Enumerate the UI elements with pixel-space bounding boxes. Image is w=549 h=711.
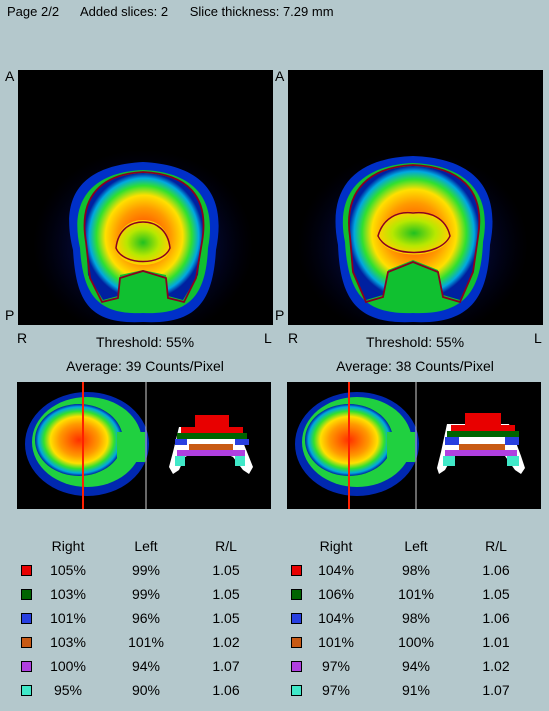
cell-right-value: 103%	[50, 586, 86, 602]
table-row: 101% 100% 1.01	[270, 634, 549, 658]
table-row: 105% 99% 1.05	[0, 562, 270, 586]
region-map-thumbnail	[169, 415, 253, 474]
column-header-right: Right	[319, 538, 353, 554]
cell-rl-ratio: 1.05	[212, 586, 240, 602]
table-row: 95% 90% 1.06	[0, 682, 270, 706]
orientation-top-label: A	[5, 68, 15, 84]
cell-rl-ratio: 1.01	[482, 634, 510, 650]
cell-left-value: 101%	[128, 634, 164, 650]
cell-rl-ratio: 1.02	[482, 658, 510, 674]
table-row: 106% 101% 1.05	[270, 586, 549, 610]
table-row: 97% 94% 1.02	[270, 658, 549, 682]
region-color-swatch	[21, 685, 32, 696]
cell-left-value: 99%	[131, 562, 161, 578]
cell-right-value: 101%	[318, 634, 354, 650]
slice-thickness-label: Slice thickness: 7.29 mm	[189, 4, 334, 19]
region-color-swatch	[21, 637, 32, 648]
region-color-swatch	[291, 565, 302, 576]
cell-left-value: 98%	[401, 610, 431, 626]
mini-view-pair	[287, 382, 541, 509]
table-row: 100% 94% 1.07	[0, 658, 270, 682]
region-color-swatch	[291, 589, 302, 600]
orientation-bottom-label: P	[5, 307, 15, 323]
table-row: 104% 98% 1.06	[270, 562, 549, 586]
column-header-rl: R/L	[485, 538, 507, 554]
region-color-swatch	[21, 565, 32, 576]
cell-right-value: 95%	[53, 682, 83, 698]
orientation-bottom-label: P	[275, 307, 285, 323]
column-header-rl: R/L	[215, 538, 237, 554]
threshold-label: Threshold: 55%	[365, 334, 465, 350]
cell-right-value: 104%	[318, 610, 354, 626]
table-row: 101% 96% 1.05	[0, 610, 270, 634]
column-header-left: Left	[134, 538, 158, 554]
table-row: 103% 99% 1.05	[0, 586, 270, 610]
cell-left-value: 99%	[131, 586, 161, 602]
orientation-left-label: R	[288, 330, 299, 346]
cell-rl-ratio: 1.02	[212, 634, 240, 650]
cell-right-value: 106%	[318, 586, 354, 602]
orientation-left-label: R	[17, 330, 28, 346]
region-color-swatch	[21, 589, 32, 600]
cell-left-value: 101%	[398, 586, 434, 602]
region-color-swatch	[291, 661, 302, 672]
mini-view-pair	[17, 382, 271, 509]
table-row: 97% 91% 1.07	[270, 682, 549, 706]
region-color-swatch	[291, 637, 302, 648]
left-results-table: Right Left R/L 105% 99% 1.05 103% 99% 1.05 101…	[0, 538, 270, 706]
cell-right-value: 103%	[50, 634, 86, 650]
cell-rl-ratio: 1.06	[482, 562, 510, 578]
cell-rl-ratio: 1.06	[212, 682, 240, 698]
orientation-top-label: A	[275, 68, 285, 84]
cell-left-value: 90%	[131, 682, 161, 698]
table-header: Right Left R/L	[0, 538, 270, 562]
average-counts-label: Average: 38 Counts/Pixel	[336, 358, 494, 374]
average-counts-label: Average: 39 Counts/Pixel	[66, 358, 224, 374]
cell-rl-ratio: 1.07	[212, 658, 240, 674]
cell-right-value: 105%	[50, 562, 86, 578]
cell-right-value: 97%	[321, 658, 351, 674]
right-results-table: Right Left R/L 104% 98% 1.06 106% 101% 1.05 10…	[270, 538, 549, 706]
cell-right-value: 100%	[50, 658, 86, 674]
region-color-swatch	[21, 661, 32, 672]
column-header-left: Left	[404, 538, 428, 554]
transverse-slice-image	[18, 70, 273, 325]
column-header-right: Right	[51, 538, 85, 554]
region-color-swatch	[291, 613, 302, 624]
threshold-label: Threshold: 55%	[95, 334, 195, 350]
orientation-right-label: L	[264, 330, 272, 346]
cell-left-value: 94%	[131, 658, 161, 674]
sagittal-thumbnail	[295, 392, 419, 496]
cell-left-value: 98%	[401, 562, 431, 578]
added-slices-label: Added slices: 2	[79, 4, 169, 19]
cell-right-value: 104%	[318, 562, 354, 578]
cell-rl-ratio: 1.07	[482, 682, 510, 698]
table-row: 104% 98% 1.06	[270, 610, 549, 634]
cell-right-value: 101%	[50, 610, 86, 626]
cell-rl-ratio: 1.05	[212, 610, 240, 626]
cell-rl-ratio: 1.05	[482, 586, 510, 602]
cell-right-value: 97%	[321, 682, 351, 698]
orientation-right-label: L	[534, 330, 542, 346]
cell-left-value: 91%	[401, 682, 431, 698]
cell-left-value: 94%	[401, 658, 431, 674]
region-color-swatch	[291, 685, 302, 696]
cell-left-value: 96%	[131, 610, 161, 626]
region-color-swatch	[21, 613, 32, 624]
sagittal-thumbnail	[25, 392, 149, 496]
cell-rl-ratio: 1.05	[212, 562, 240, 578]
table-header: Right Left R/L	[270, 538, 549, 562]
header-bar: Page 2/2 Added slices: 2 Slice thickness…	[7, 4, 352, 19]
table-row: 103% 101% 1.02	[0, 634, 270, 658]
cell-left-value: 100%	[398, 634, 434, 650]
page-indicator: Page 2/2	[7, 4, 60, 19]
cell-rl-ratio: 1.06	[482, 610, 510, 626]
transverse-slice-image	[288, 70, 543, 325]
region-map-thumbnail	[437, 413, 525, 474]
